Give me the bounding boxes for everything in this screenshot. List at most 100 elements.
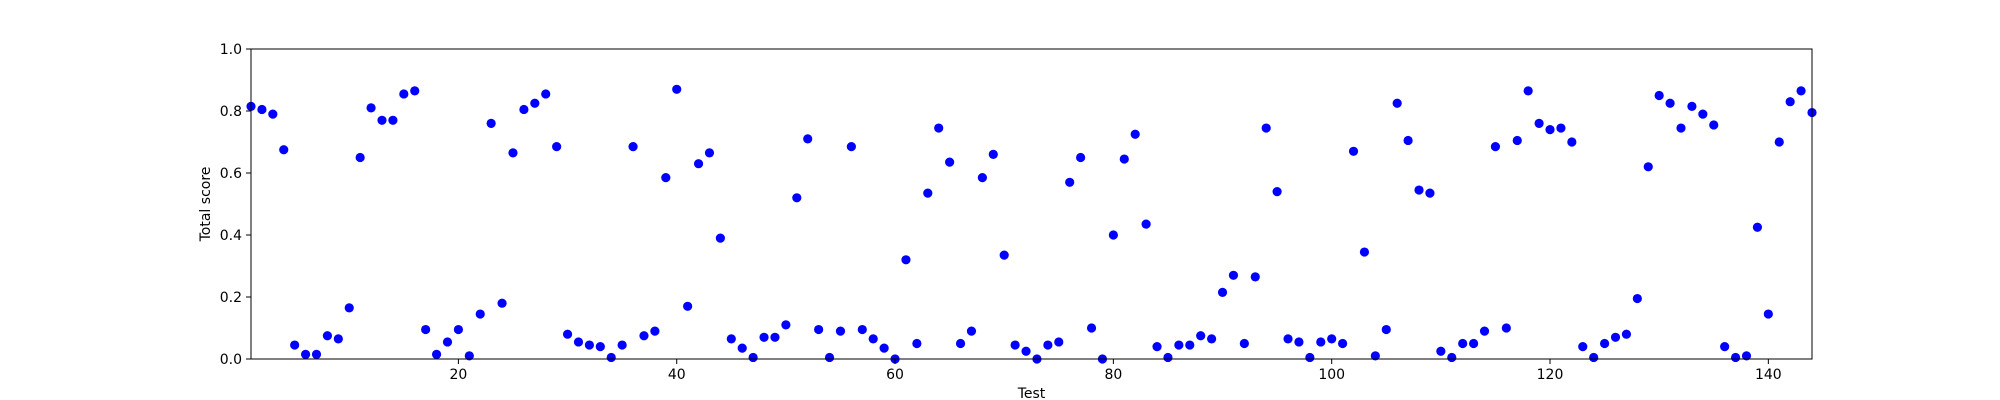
x-axis-label: Test: [1017, 386, 1046, 400]
data-point: [1239, 338, 1249, 349]
data-point: [1414, 185, 1424, 195]
data-point: [519, 104, 529, 115]
data-point: [1174, 340, 1184, 350]
data-point: [1076, 152, 1086, 163]
data-point: [1010, 340, 1020, 350]
data-point: [268, 109, 278, 119]
data-point: [442, 337, 453, 347]
data-point: [486, 118, 496, 128]
data-point: [1294, 337, 1304, 347]
data-point: [322, 331, 333, 341]
data-point: [1741, 351, 1752, 361]
data-point: [1250, 272, 1260, 282]
data-point: [541, 89, 551, 99]
data-point: [377, 115, 387, 125]
data-point: [1632, 293, 1642, 304]
data-point: [1261, 123, 1271, 133]
data-point: [1556, 123, 1566, 133]
data-point: [562, 329, 573, 339]
data-point: [1665, 98, 1675, 108]
data-point: [1599, 338, 1610, 349]
data-point: [988, 149, 998, 159]
data-point: [901, 255, 911, 265]
data-point: [1479, 326, 1490, 336]
data-point: [1021, 346, 1031, 356]
data-point: [672, 84, 682, 94]
data-point: [290, 340, 300, 350]
data-point: [530, 98, 540, 108]
data-point: [748, 352, 758, 363]
data-point: [1676, 123, 1686, 133]
data-point: [737, 343, 747, 353]
data-point: [759, 332, 769, 342]
data-point: [1730, 352, 1741, 363]
data-point: [912, 338, 922, 349]
y-tick-label: 1.0: [220, 42, 242, 58]
data-point: [945, 157, 955, 167]
data-point: [715, 233, 725, 243]
data-point: [1458, 338, 1468, 349]
data-point: [704, 148, 715, 158]
data-point: [431, 349, 442, 359]
data-point: [1108, 230, 1118, 240]
data-point: [1490, 142, 1501, 152]
data-point: [421, 324, 431, 335]
data-point: [1119, 154, 1129, 164]
data-point: [1709, 120, 1719, 130]
data-point: [1436, 346, 1446, 356]
data-point: [955, 338, 966, 349]
data-point: [1130, 129, 1140, 139]
y-tick-label: 0.8: [220, 104, 242, 120]
y-tick-label: 0.4: [220, 228, 242, 244]
data-point: [366, 103, 376, 113]
plot-area-frame: [250, 48, 1813, 360]
data-point: [1643, 162, 1653, 172]
data-point: [1054, 337, 1064, 347]
data-point: [1720, 342, 1730, 352]
data-point: [1403, 135, 1413, 146]
data-point: [1217, 287, 1228, 297]
y-axis-ticks: 0.0 0.2 0.4 0.6 0.8 1.0: [220, 42, 251, 368]
data-point: [868, 334, 878, 344]
data-point: [1610, 332, 1621, 342]
data-point: [1796, 86, 1806, 96]
x-tick-label: 120: [1537, 367, 1564, 383]
y-axis-label: Total score: [198, 167, 214, 243]
data-point: [1086, 323, 1097, 333]
data-point: [1392, 98, 1402, 108]
data-point: [1381, 324, 1391, 335]
data-point: [1141, 219, 1151, 229]
data-point: [923, 188, 933, 198]
data-point: [1359, 247, 1370, 257]
x-tick-label: 20: [449, 367, 467, 383]
data-point: [1065, 177, 1075, 187]
data-point: [344, 303, 354, 313]
x-tick-label: 40: [668, 367, 686, 383]
data-point: [573, 337, 584, 347]
data-point: [1578, 342, 1588, 352]
data-point: [1185, 340, 1195, 350]
x-tick-label: 100: [1318, 367, 1345, 383]
data-point: [1447, 352, 1457, 363]
data-point: [1338, 338, 1348, 349]
data-point: [300, 349, 311, 359]
data-point: [584, 340, 594, 350]
data-point: [1785, 97, 1795, 107]
data-point: [1589, 352, 1599, 363]
data-point: [934, 123, 944, 133]
data-point: [726, 334, 736, 344]
data-point: [857, 324, 867, 335]
data-point: [257, 104, 267, 115]
y-tick-label: 0.6: [220, 166, 242, 182]
data-point: [1207, 334, 1217, 344]
data-point: [661, 173, 671, 183]
data-point: [333, 334, 343, 344]
data-point: [1305, 352, 1315, 363]
data-point: [639, 331, 649, 341]
y-tick-label: 0.2: [220, 290, 242, 306]
data-point: [1316, 337, 1326, 347]
data-point: [803, 134, 813, 144]
data-point: [475, 309, 485, 319]
data-point: [1752, 222, 1763, 232]
